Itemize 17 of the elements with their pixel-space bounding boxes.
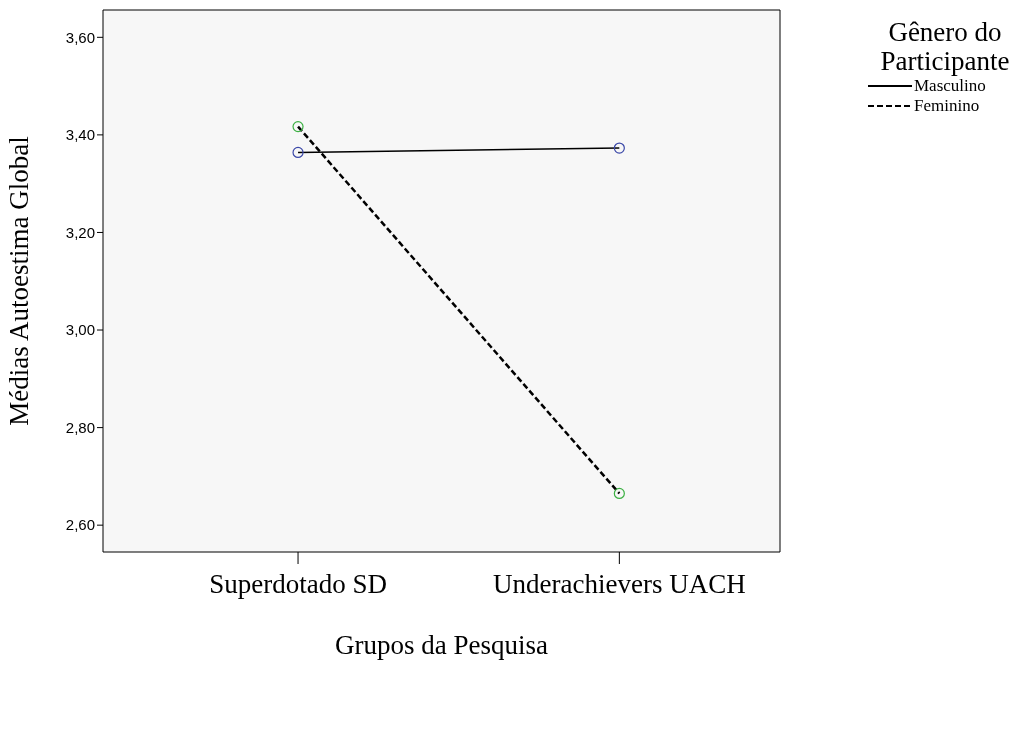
legend-label: Feminino bbox=[914, 96, 980, 116]
y-tick-label: 3,00 bbox=[65, 321, 95, 339]
x-tick-label: Superdotado SD bbox=[209, 569, 387, 600]
legend-label: Masculino bbox=[914, 76, 986, 96]
x-axis-title: Grupos da Pesquisa bbox=[335, 630, 548, 660]
y-tick-label: 3,40 bbox=[65, 126, 95, 144]
point bbox=[613, 142, 625, 154]
point bbox=[292, 121, 304, 133]
y-tick-label: 2,80 bbox=[65, 418, 95, 436]
y-tick-label: 3,60 bbox=[65, 28, 95, 46]
point bbox=[613, 487, 625, 500]
legend-title: Gênero do Participante bbox=[879, 17, 1011, 76]
y-axis-title: Médias Autoestima Global bbox=[3, 136, 34, 426]
x-tick-label: Underachievers UACH bbox=[493, 569, 746, 600]
y-tick-label: 3,20 bbox=[65, 223, 95, 241]
point bbox=[292, 146, 304, 159]
y-tick-label: 2,60 bbox=[65, 516, 95, 534]
